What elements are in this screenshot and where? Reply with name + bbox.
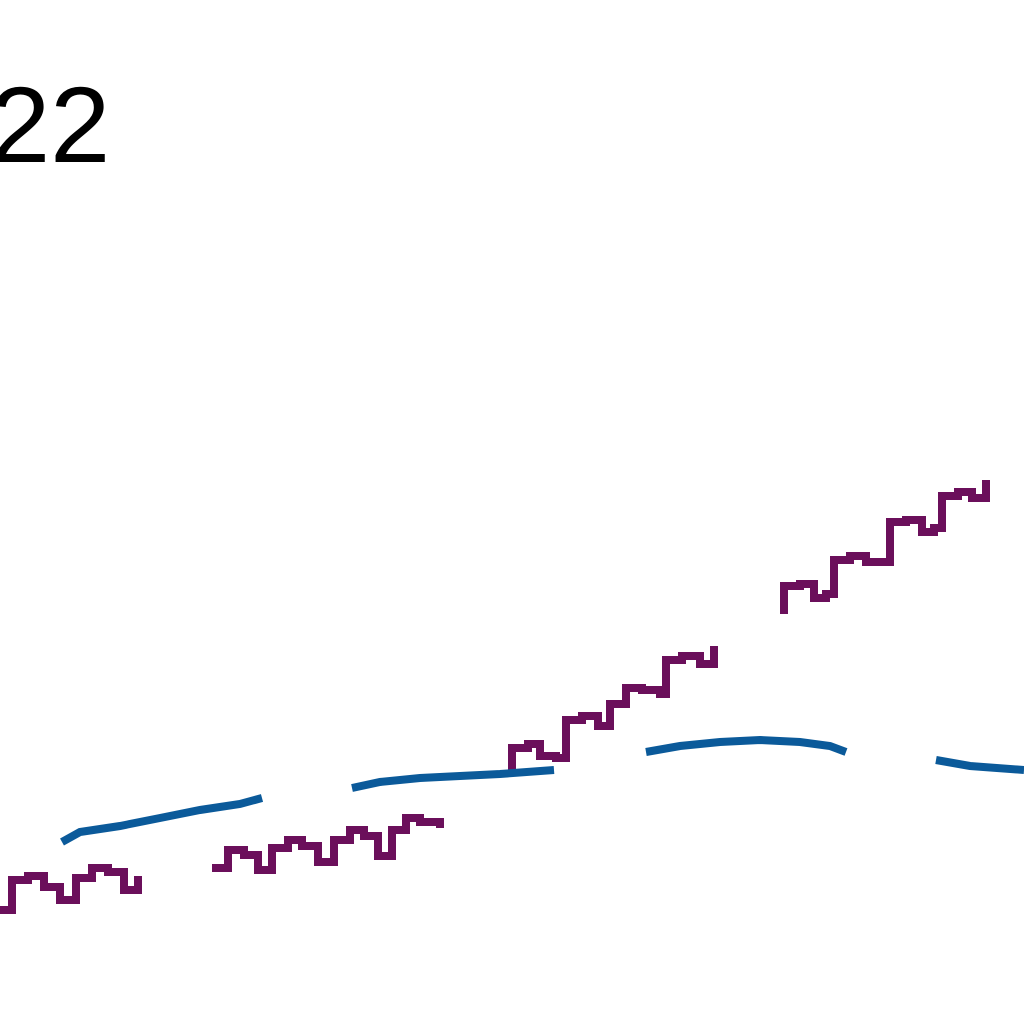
series-layer [0, 480, 1024, 914]
chart-label: 522 [0, 64, 110, 185]
series-1-segment-4 [780, 480, 990, 614]
series-1-segment-2 [212, 814, 444, 874]
series-2-segment-2 [351, 766, 555, 792]
series-2-segment-1 [60, 794, 264, 846]
series-2-segment-3 [645, 735, 848, 756]
series-1-segment-3 [508, 646, 718, 774]
series-1-segment-1 [0, 864, 142, 914]
series-2-segment-4 [935, 756, 1024, 774]
